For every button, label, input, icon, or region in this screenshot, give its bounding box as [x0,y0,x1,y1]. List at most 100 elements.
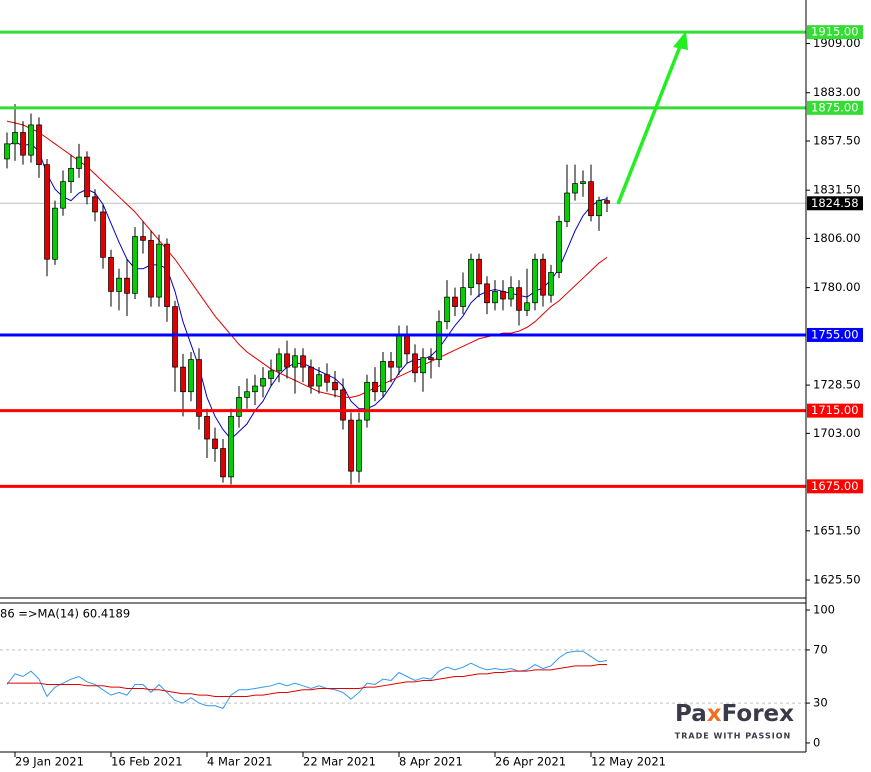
level-box [807,327,863,342]
logo-part: x [707,701,722,727]
candle-body [556,221,562,273]
candle-body [12,132,18,145]
candle-body [236,397,242,417]
candle-body [116,277,122,292]
arrow [616,31,688,205]
y-tick-label: 1728.50 [813,378,861,392]
candle-body [444,296,450,323]
y-tick-label: 1857.50 [813,133,861,147]
candle-body [164,243,170,307]
last-price-box [807,196,863,211]
level-label: 1875.00 [811,100,859,114]
candle-body [388,361,394,368]
candle-body [180,366,186,393]
y-tick-label: 1909.00 [813,36,861,50]
candle-body [548,272,554,296]
candle-body [4,143,10,160]
candle-body [28,124,34,156]
candle-body [532,258,538,304]
candle-body [396,334,402,368]
indicator-label: 86 =>MA(14) 60.4189 [0,607,130,621]
candle-body [140,236,146,241]
level-label: 1715.00 [811,403,859,417]
candle-body [404,334,410,355]
candle-body [260,378,266,387]
candle-body [300,355,306,368]
candle-body [412,353,418,374]
x-tick-label: 26 Apr 2021 [495,755,566,769]
candle-body [252,385,258,393]
candle-body [36,124,42,165]
candle-body [308,366,314,387]
y-tick-label: 0 [813,735,820,749]
candle-body [284,353,290,368]
candle-body [372,381,378,393]
candle-body [52,207,58,260]
candle-body [316,374,322,387]
candle-body [596,200,602,217]
x-tick-label: 8 Apr 2021 [399,755,463,769]
candle-body [92,196,98,213]
candle-body [292,355,298,368]
candle-body [524,302,530,311]
x-tick-label: 4 Mar 2021 [207,755,273,769]
candle-body [540,258,546,296]
candle-body [420,357,426,374]
level-label: 1675.00 [811,479,859,493]
y-tick-label: 100 [813,603,835,617]
candle-body [492,291,498,304]
logo-part: Forex [722,701,795,727]
candle-body [324,374,330,383]
y-tick-label: 1651.50 [813,523,861,537]
candle-body [356,419,362,472]
level-box [807,25,863,40]
candle-body [124,277,130,294]
y-tick-label: 30 [813,696,828,710]
candle-body [604,200,610,204]
candle-body [580,181,586,184]
logo-tagline: TRADE WITH PASSION [675,732,791,741]
x-tick-label: 22 Mar 2021 [303,755,376,769]
candle-body [44,164,50,260]
y-tick-label: 70 [813,642,828,656]
candle-body [332,381,338,391]
indicator-line [7,664,607,697]
logo-text: PaxForex [675,701,794,727]
candle-body [476,258,482,285]
candle-body [588,181,594,217]
x-tick-label: 16 Feb 2021 [111,755,183,769]
candle-body [172,306,178,368]
candle-body [460,287,466,307]
candle-body [276,353,282,372]
candle-body [340,389,346,421]
logo-part: Pa [675,701,707,727]
indicator-panel: 100 70 30 0 86 =>MA(14) 60.4189 [0,603,835,749]
candle-body [196,359,202,417]
level-box [807,479,863,494]
candle-body [364,381,370,421]
candle-body [452,296,458,307]
candle-body [244,391,250,398]
candle-body [436,321,442,360]
candle-body [348,419,354,472]
candle-body [100,211,106,258]
candle-body [76,156,82,169]
candle-body [428,357,434,360]
logo: PaxForex TRADE WITH PASSION [675,701,794,741]
candle-body [484,283,490,304]
candle-body [84,156,90,198]
y-tick-label: 1806.00 [813,231,861,245]
candle-body [220,448,226,478]
candle-body [188,359,194,393]
y-tick-label: 1625.50 [813,573,861,587]
candle-body [508,287,514,300]
price-panel: 1909.00 1883.00 1857.50 1831.50 1806.00 1780.… [0,25,863,587]
candle-body [468,258,474,288]
y-tick-label: 1703.00 [813,426,861,440]
candle-body [156,243,162,298]
y-tick-label: 1780.00 [813,280,861,294]
last-price-label: 1824.58 [811,196,859,210]
level-box [807,403,863,418]
